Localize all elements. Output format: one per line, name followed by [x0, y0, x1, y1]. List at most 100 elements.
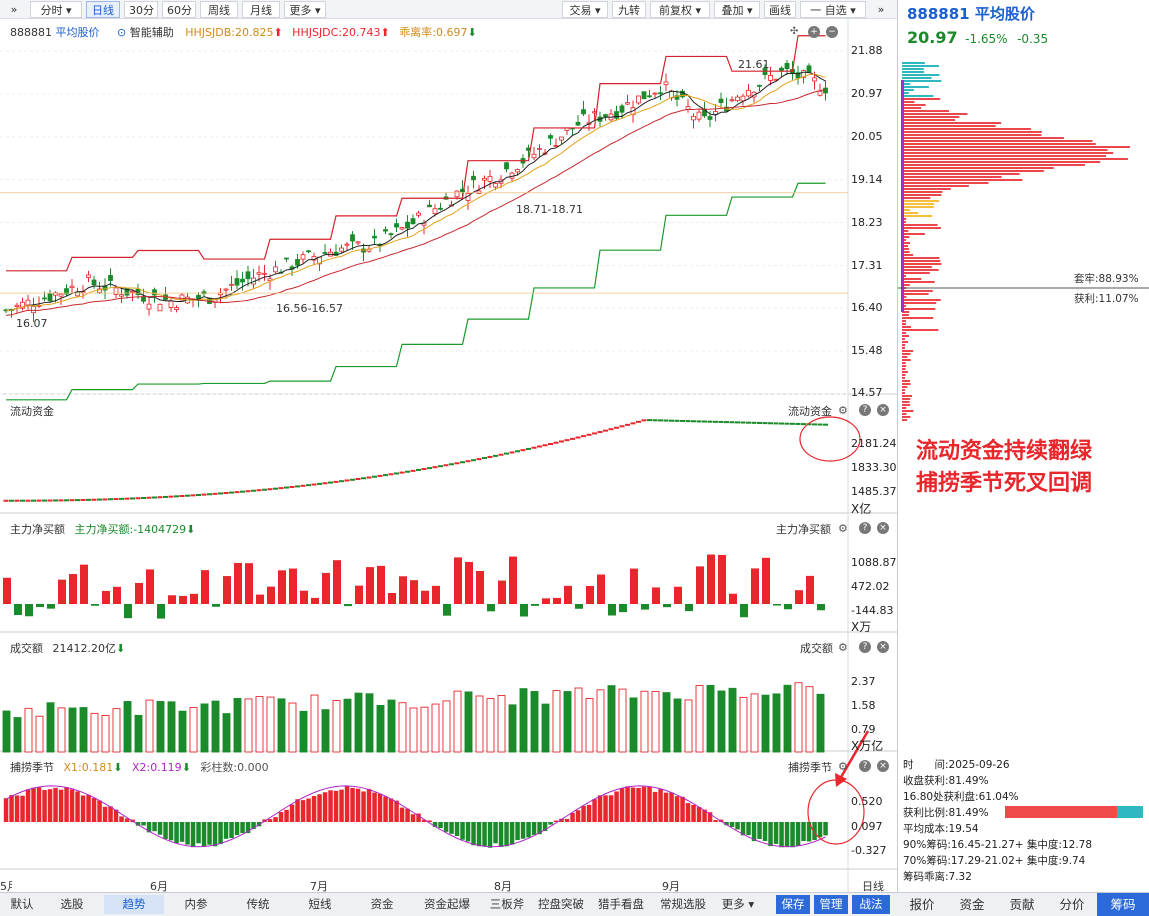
tab-gongxian[interactable]: 贡献 — [1009, 897, 1035, 912]
volume-bar — [266, 696, 275, 753]
tab-qushi[interactable]: 趋势 — [104, 895, 164, 914]
flow-mark — [757, 421, 762, 424]
settings-gear-icon[interactable]: ⚙ — [838, 641, 848, 654]
tab-rzijin[interactable]: 资金 — [959, 897, 985, 912]
season-bar — [515, 822, 520, 841]
help-icon[interactable]: ? — [859, 760, 871, 772]
net-bar — [58, 579, 66, 604]
flow-mark — [245, 490, 251, 493]
manage-button[interactable]: 管理 — [814, 895, 848, 914]
season-bar — [207, 822, 212, 845]
chip-bar — [902, 107, 922, 109]
more-dropdown[interactable]: 更多 ▾ — [284, 1, 326, 18]
unit-label: X万亿 — [851, 739, 884, 753]
season-bar — [581, 805, 586, 822]
season-bar — [157, 822, 163, 835]
season-bar — [168, 822, 174, 841]
settings-gear-icon[interactable]: ⚙ — [838, 404, 848, 417]
chart-area[interactable]: 888881 平均股价 ⊙ 智能辅助 HHJSJDB:20.825⬆ HHJSJ… — [0, 19, 897, 893]
candle — [240, 278, 245, 283]
candle — [718, 98, 724, 103]
assist-icon[interactable]: ⊙ — [117, 26, 127, 39]
strategy-button[interactable]: 战法 — [852, 895, 890, 914]
tab-sanbanfu[interactable]: 三板斧 — [489, 897, 525, 911]
help-icon[interactable]: ? — [859, 522, 871, 534]
volume-bar — [354, 692, 363, 753]
flow-mark — [553, 441, 559, 444]
tab-30min[interactable]: 30分 — [124, 1, 158, 18]
season-bar — [212, 822, 218, 847]
flow-mark — [179, 495, 185, 498]
volume-bar — [706, 684, 715, 753]
tab-kongpan[interactable]: 控盘突破 — [538, 897, 584, 911]
trade-dropdown[interactable]: 交易 ▾ — [562, 1, 608, 18]
assist-label[interactable]: 智能辅助 — [129, 26, 174, 39]
net-bar — [146, 569, 154, 604]
watchlist-dropdown[interactable]: 一 自选 ▾ — [800, 1, 866, 18]
tab-zijinqibao[interactable]: 资金起爆 — [424, 897, 470, 911]
flow-mark — [31, 499, 36, 502]
tab-zijin[interactable]: 资金 — [370, 897, 394, 911]
tab-neican[interactable]: 内参 — [184, 897, 208, 911]
settings-gear-icon[interactable]: ⚙ — [838, 760, 848, 773]
flow-mark — [685, 420, 691, 423]
x-label-jun: 6月 — [150, 880, 168, 893]
expand-left-icon[interactable]: » — [10, 3, 18, 16]
tab-default[interactable]: 默认 — [10, 897, 34, 911]
net-bar — [531, 604, 539, 606]
fuquan-dropdown[interactable]: 前复权 ▾ — [650, 1, 710, 18]
settings-gear-icon[interactable]: ⚙ — [838, 522, 848, 535]
close-panel-icon[interactable]: × — [877, 404, 889, 416]
tab-chuantong[interactable]: 传统 — [246, 897, 270, 911]
chip-bar — [902, 80, 942, 82]
y-tick: 21.88 — [851, 44, 883, 57]
candle — [537, 148, 542, 150]
y-tick: 0.79 — [851, 723, 876, 736]
net-bar — [586, 585, 594, 604]
tab-xuangu[interactable]: 选股 — [60, 897, 84, 911]
season-bar — [784, 822, 790, 847]
collapse-right-icon[interactable]: » — [877, 3, 885, 16]
season-bar — [410, 814, 416, 822]
candle — [152, 289, 157, 296]
expand-panel-icon[interactable]: ✣ — [790, 26, 799, 37]
help-icon[interactable]: ? — [859, 404, 871, 416]
tab-yuexian[interactable]: 月线 — [242, 1, 280, 18]
chip-bar — [902, 188, 951, 190]
volume-bar — [453, 690, 462, 753]
volume-bar — [684, 699, 693, 753]
candle — [399, 227, 405, 230]
tab-more[interactable]: 更多 ▾ — [721, 897, 755, 911]
tab-duanxian[interactable]: 短线 — [308, 897, 332, 911]
jiuzhuan-button[interactable]: 九转 — [612, 1, 646, 18]
season-bar — [223, 822, 229, 839]
flow-mark — [108, 498, 113, 501]
flow-mark — [614, 426, 619, 429]
tab-60min[interactable]: 60分 — [162, 1, 196, 18]
volume-bar — [618, 688, 627, 753]
close-panel-icon[interactable]: × — [877, 760, 889, 772]
save-button[interactable]: 保存 — [776, 895, 810, 914]
flow-mark — [190, 494, 196, 497]
tab-chouma[interactable]: 筹码 — [1097, 893, 1149, 916]
season-bar — [97, 800, 102, 822]
stock-name: 平均股价 — [974, 5, 1035, 23]
close-panel-icon[interactable]: × — [877, 522, 889, 534]
draw-line-button[interactable]: 画线 — [764, 1, 796, 18]
zoom-in-icon[interactable]: + — [808, 26, 820, 38]
tab-fenshi[interactable]: 分时 ▾ — [30, 1, 82, 18]
kline-chart-canvas[interactable] — [0, 19, 897, 892]
overlay-dropdown[interactable]: 叠加 ▾ — [714, 1, 760, 18]
tab-rixian[interactable]: 日线 — [86, 1, 120, 18]
tab-fenjia[interactable]: 分价 — [1059, 897, 1085, 912]
tab-changgui[interactable]: 常规选股 — [660, 897, 706, 911]
flow-mark — [141, 497, 146, 500]
help-icon[interactable]: ? — [859, 641, 871, 653]
tab-zhouxian[interactable]: 周线 — [200, 1, 238, 18]
zoom-out-icon[interactable]: − — [826, 26, 838, 38]
close-panel-icon[interactable]: × — [877, 641, 889, 653]
tab-lieshou[interactable]: 猎手看盘 — [598, 897, 644, 911]
tab-baojia[interactable]: 报价 — [909, 897, 935, 912]
net-bar — [575, 604, 583, 609]
season-bar — [14, 795, 20, 822]
